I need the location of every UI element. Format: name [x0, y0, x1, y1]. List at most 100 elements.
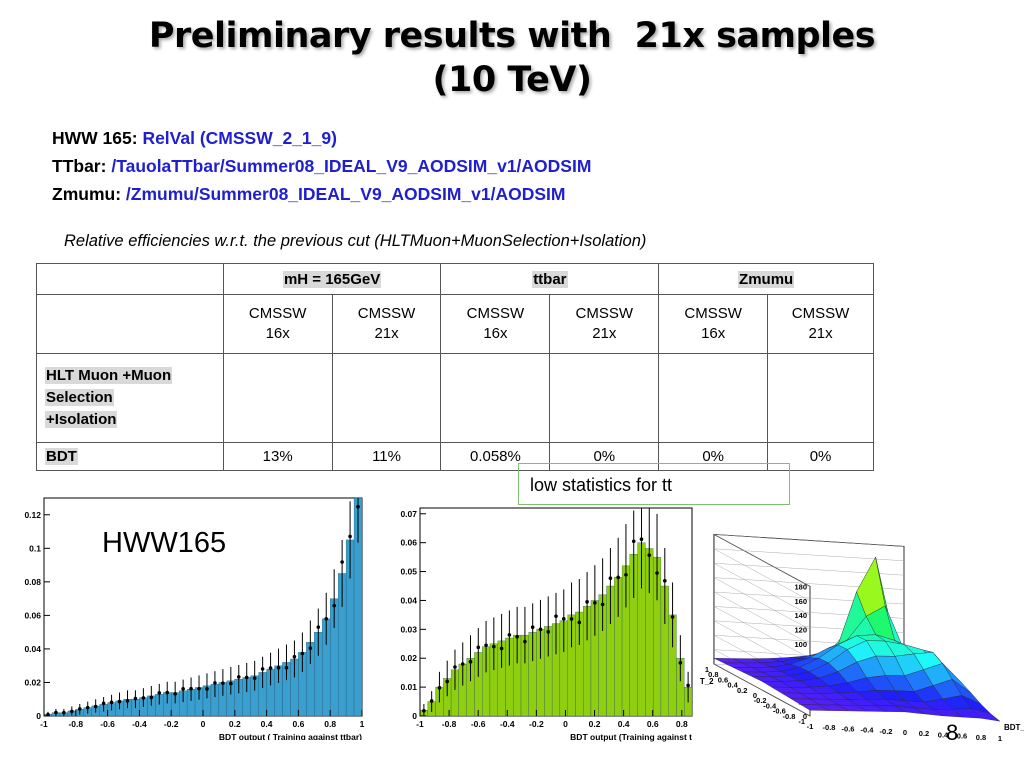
x-tick-label: 1	[998, 734, 1002, 743]
z-gridline	[713, 620, 905, 673]
data-point	[624, 572, 628, 577]
x-tick-label: -0.2	[880, 727, 893, 736]
z-tick-label: 160	[794, 597, 807, 606]
data-point	[437, 685, 442, 690]
data-point	[484, 643, 488, 648]
data-point	[244, 675, 249, 680]
data-point	[476, 645, 481, 650]
sample-value: RelVal (CMSSW_2_1_9)	[142, 128, 337, 148]
data-point	[165, 690, 170, 695]
y-tick-label: 0.2	[737, 686, 747, 695]
table-cell	[440, 353, 551, 443]
data-point	[647, 553, 652, 557]
x-tick-label: -1	[40, 719, 48, 729]
chart-title: HWW165	[102, 527, 226, 559]
y-tick-label: 0.01	[400, 682, 417, 692]
data-point	[678, 661, 683, 665]
table-cell: 0.058%	[440, 442, 551, 471]
data-point	[445, 679, 449, 684]
table-cell	[36, 263, 224, 295]
table-cell	[767, 353, 874, 443]
data-point	[268, 666, 273, 670]
data-point	[523, 639, 527, 644]
x-tick-label: 0.8	[676, 719, 688, 729]
table-row: HLT Muon +Muon Selection +Isolation	[36, 353, 874, 443]
x-tick-label: 0.2	[229, 719, 241, 729]
x-tick-label: 0.2	[919, 729, 929, 738]
sample-label: TTbar:	[52, 156, 107, 176]
row-label-preselection: HLT Muon +Muon Selection +Isolation	[36, 353, 224, 443]
sub-header: CMSSW 16x	[658, 294, 769, 354]
sub-header: CMSSW 16x	[222, 294, 333, 354]
data-point	[538, 627, 543, 632]
y-tick-label: -0.4	[763, 701, 777, 710]
y-tick-label: 1	[705, 665, 709, 674]
z-gridline	[713, 534, 905, 587]
y-tick-label: 0	[412, 711, 417, 721]
x-tick-label: -1	[807, 722, 814, 731]
x-tick-label: -0.6	[100, 719, 115, 729]
data-point	[117, 699, 122, 704]
z-tick-label: 180	[794, 582, 807, 591]
data-point	[157, 691, 162, 695]
data-point	[348, 534, 352, 539]
data-point	[492, 644, 496, 649]
table-cell: 0%	[658, 442, 769, 471]
data-point	[181, 687, 185, 691]
sample-label: HWW 165:	[52, 128, 138, 148]
data-point	[173, 692, 177, 696]
y-tick-label: 0.06	[400, 538, 417, 548]
data-point	[686, 683, 690, 688]
data-point	[670, 615, 675, 619]
y-tick-label: 0.06	[24, 610, 41, 620]
x-tick-label: -0.8	[823, 723, 836, 732]
sample-ttbar: TTbar: /TauolaTTbar/Summer08_IDEAL_V9_AO…	[52, 152, 591, 180]
bdt-2d-surface-plot: 020406080100120140160180-1-0.8-0.6-0.4-0…	[700, 533, 1024, 743]
data-point	[515, 634, 519, 639]
y-tick-label: 0.08	[24, 577, 41, 587]
data-point	[85, 705, 90, 710]
data-point	[663, 579, 667, 583]
data-point	[300, 651, 305, 656]
data-point	[600, 602, 605, 607]
y-tick-label: -0.2	[754, 696, 767, 705]
y-tick-label: 0	[36, 711, 41, 721]
data-point	[109, 700, 114, 705]
z-gridline	[713, 563, 905, 616]
sample-value: /Zmumu/Summer08_IDEAL_V9_AODSIM_v1/AODSI…	[125, 184, 566, 204]
data-point	[125, 699, 130, 703]
data-point	[205, 687, 209, 691]
x-tick-label: -0.8	[442, 719, 457, 729]
x-axis-label: BDT output (Training against t	[570, 732, 692, 742]
table-cell: 0%	[767, 442, 874, 471]
x-axis-label: BDT output ( Training against ttbar)	[219, 732, 362, 740]
y-tick-label: 0.03	[400, 624, 417, 634]
z-tick-label: 100	[794, 640, 807, 649]
data-point	[422, 709, 426, 713]
data-point	[141, 696, 146, 700]
y-tick-label: 0.02	[24, 677, 41, 687]
x-tick-label: -0.6	[471, 719, 486, 729]
x-tick-label: 0.6	[292, 719, 304, 729]
y-tick-label: 0.04	[400, 595, 417, 605]
x-tick-label: 0.8	[976, 733, 986, 742]
group-header: Zmumu	[658, 263, 874, 295]
x-tick-label: 1	[360, 719, 365, 729]
data-point	[236, 675, 241, 679]
title-line-2: (10 TeV)	[432, 60, 592, 100]
table-cell	[331, 353, 442, 443]
y-tick-label: -0.8	[782, 712, 795, 721]
data-point	[499, 646, 504, 651]
sub-header: CMSSW 21x	[767, 294, 874, 354]
x-tick-label: -0.4	[500, 719, 515, 729]
y-tick-label: 0.05	[400, 567, 417, 577]
data-point	[149, 695, 154, 700]
table-cell	[36, 294, 224, 354]
data-point	[229, 681, 233, 686]
data-point	[62, 710, 66, 715]
x-tick-label: 0.6	[957, 732, 967, 741]
x-tick-label: -0.6	[842, 724, 855, 733]
x-tick-label: 0.4	[618, 719, 630, 729]
data-point	[284, 665, 289, 670]
data-point	[197, 686, 201, 691]
